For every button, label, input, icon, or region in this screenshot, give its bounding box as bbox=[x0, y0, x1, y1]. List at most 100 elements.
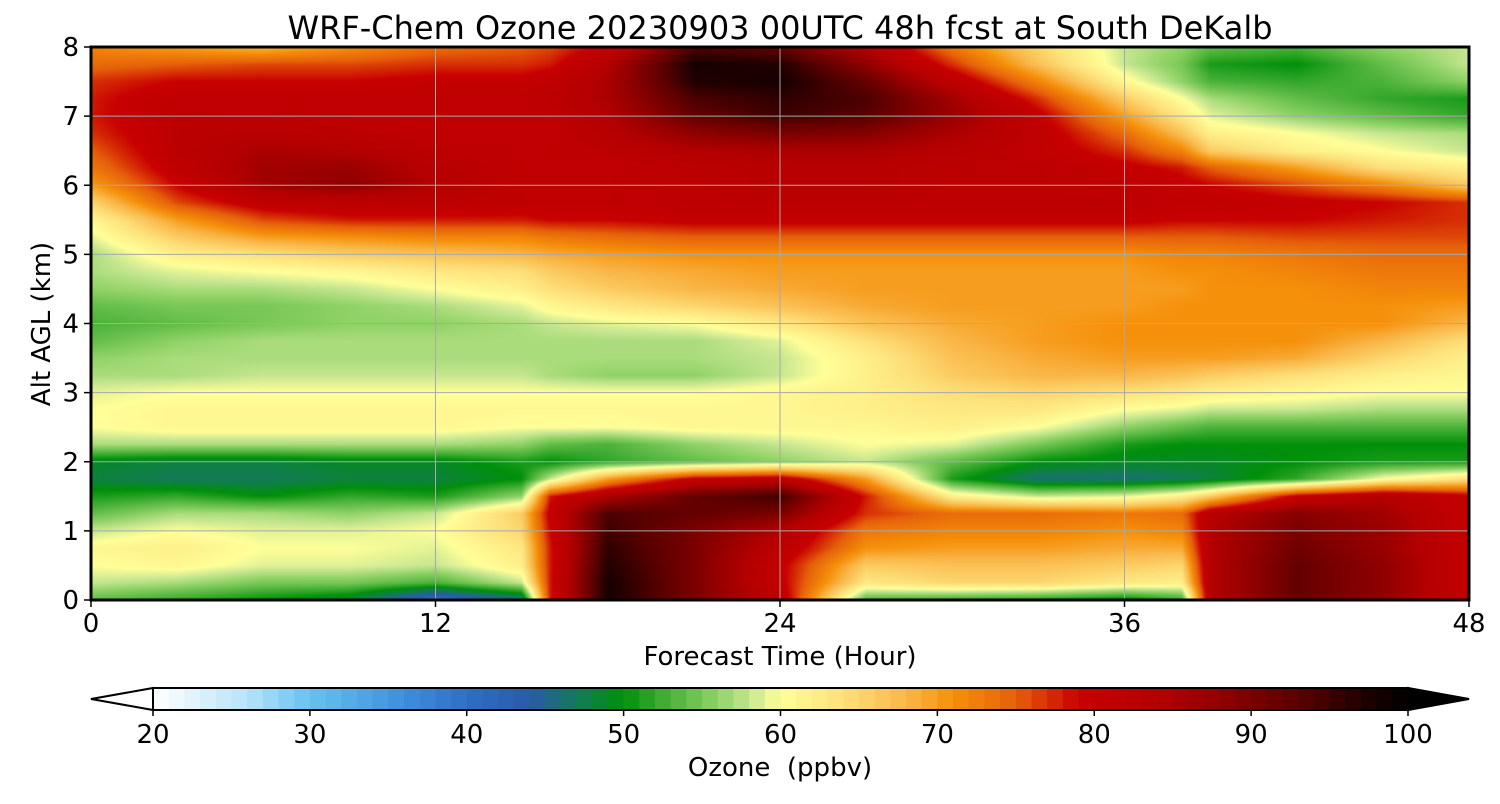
colorbar-segment bbox=[356, 688, 374, 710]
y-tick-label: 3 bbox=[62, 379, 79, 409]
colorbar-segment bbox=[1360, 688, 1378, 710]
colorbar-segment bbox=[545, 688, 562, 710]
colorbar-segment bbox=[1094, 688, 1111, 710]
colorbar-segment bbox=[341, 688, 358, 710]
colorbar-extend-high bbox=[1407, 686, 1470, 712]
colorbar-segment bbox=[513, 688, 531, 710]
colorbar-tick-label: 80 bbox=[1078, 720, 1111, 750]
colorbar-segment bbox=[843, 688, 860, 710]
colorbar-segment bbox=[435, 688, 452, 710]
x-tick-label: 48 bbox=[1452, 609, 1485, 639]
colorbar-tick-label: 60 bbox=[764, 720, 797, 750]
colorbar bbox=[90, 686, 1470, 712]
colorbar-segment bbox=[1157, 688, 1174, 710]
colorbar-segment bbox=[1204, 688, 1221, 710]
x-axis-label: Forecast Time (Hour) bbox=[643, 642, 916, 672]
colorbar-segment bbox=[482, 688, 499, 710]
x-tick-label: 24 bbox=[763, 609, 796, 639]
x-tick-label: 12 bbox=[419, 609, 452, 639]
colorbar-segment bbox=[953, 688, 970, 710]
colorbar-tick-label: 40 bbox=[450, 720, 483, 750]
colorbar-segment bbox=[404, 688, 421, 710]
chart-title: WRF-Chem Ozone 20230903 00UTC 48h fcst a… bbox=[287, 9, 1272, 47]
colorbar-segment bbox=[717, 688, 735, 710]
colorbar-segment bbox=[733, 688, 750, 710]
colorbar-segment bbox=[702, 688, 719, 710]
colorbar-segment bbox=[388, 688, 405, 710]
colorbar-tick-label: 100 bbox=[1383, 720, 1433, 750]
colorbar-segment bbox=[890, 688, 907, 710]
colorbar-segment bbox=[1047, 688, 1064, 710]
colorbar-segment bbox=[1000, 688, 1017, 710]
colorbar-segment bbox=[451, 688, 468, 710]
colorbar-segment bbox=[623, 688, 640, 710]
colorbar-tick-label: 20 bbox=[136, 720, 169, 750]
colorbar-segment bbox=[827, 688, 844, 710]
colorbar-segment bbox=[686, 688, 703, 710]
colorbar-segment bbox=[1345, 688, 1362, 710]
colorbar-segment bbox=[1219, 688, 1237, 710]
colorbar-tick-label: 30 bbox=[293, 720, 326, 750]
colorbar-segment bbox=[1251, 688, 1268, 710]
colorbar-segment bbox=[858, 688, 876, 710]
y-tick-label: 7 bbox=[62, 102, 79, 132]
colorbar-segment bbox=[372, 688, 389, 710]
y-tick-label: 6 bbox=[62, 171, 79, 201]
colorbar-segment bbox=[1015, 688, 1033, 710]
colorbar-segment bbox=[655, 688, 672, 710]
colorbar-segment bbox=[592, 688, 609, 710]
colorbar-segment bbox=[796, 688, 813, 710]
colorbar-segment bbox=[200, 688, 217, 710]
y-axis-ticks: 0 1 2 3 4 5 6 7 8 bbox=[62, 33, 91, 616]
colorbar-segment bbox=[262, 688, 280, 710]
x-tick-label: 0 bbox=[83, 609, 100, 639]
colorbar-segment bbox=[1062, 688, 1080, 710]
colorbar-segment bbox=[1266, 688, 1284, 710]
colorbar-segment bbox=[1392, 688, 1409, 710]
colorbar-segment bbox=[1078, 688, 1095, 710]
colorbar-segment bbox=[874, 688, 891, 710]
y-tick-label: 8 bbox=[62, 33, 79, 63]
y-tick-label: 1 bbox=[62, 517, 79, 547]
colorbar-segment bbox=[576, 688, 593, 710]
colorbar-segment bbox=[1313, 688, 1331, 710]
colorbar-segment bbox=[419, 688, 436, 710]
y-axis-label: Alt AGL (km) bbox=[27, 242, 57, 406]
colorbar-tick-label: 50 bbox=[607, 720, 640, 750]
colorbar-segment bbox=[247, 688, 264, 710]
colorbar-segment bbox=[278, 688, 295, 710]
colorbar-segment bbox=[749, 688, 766, 710]
colorbar-segment bbox=[811, 688, 829, 710]
colorbar-segment bbox=[1125, 688, 1142, 710]
colorbar-tick-label: 90 bbox=[1235, 720, 1268, 750]
x-axis-ticks: 0 12 24 36 48 bbox=[83, 600, 1486, 639]
colorbar-segment bbox=[984, 688, 1001, 710]
colorbar-segment bbox=[1188, 688, 1205, 710]
colorbar-segment bbox=[466, 688, 484, 710]
colorbar-segment bbox=[498, 688, 515, 710]
colorbar-segment bbox=[1109, 688, 1127, 710]
colorbar-segment bbox=[231, 688, 248, 710]
colorbar-segment bbox=[1235, 688, 1252, 710]
colorbar-segment bbox=[325, 688, 342, 710]
colorbar-segment bbox=[153, 688, 170, 710]
colorbar-segment bbox=[937, 688, 954, 710]
colorbar-segment bbox=[1031, 688, 1048, 710]
colorbar-segment bbox=[1172, 688, 1189, 710]
colorbar-segment bbox=[1298, 688, 1315, 710]
colorbar-segment bbox=[1376, 688, 1393, 710]
colorbar-segment bbox=[780, 688, 797, 710]
colorbar-label: Ozone (ppbv) bbox=[688, 753, 872, 783]
colorbar-segment bbox=[1141, 688, 1158, 710]
colorbar-segment bbox=[921, 688, 938, 710]
colorbar-extend-low bbox=[90, 686, 154, 712]
colorbar-segment bbox=[670, 688, 687, 710]
colorbar-segment bbox=[215, 688, 233, 710]
colorbar-segment bbox=[184, 688, 201, 710]
colorbar-segment bbox=[1329, 688, 1346, 710]
colorbar-segment bbox=[168, 688, 185, 710]
colorbar-ticks: 20 30 40 50 60 70 80 90 100 bbox=[136, 710, 1433, 750]
colorbar-segment bbox=[560, 688, 578, 710]
y-tick-label: 5 bbox=[62, 240, 79, 270]
